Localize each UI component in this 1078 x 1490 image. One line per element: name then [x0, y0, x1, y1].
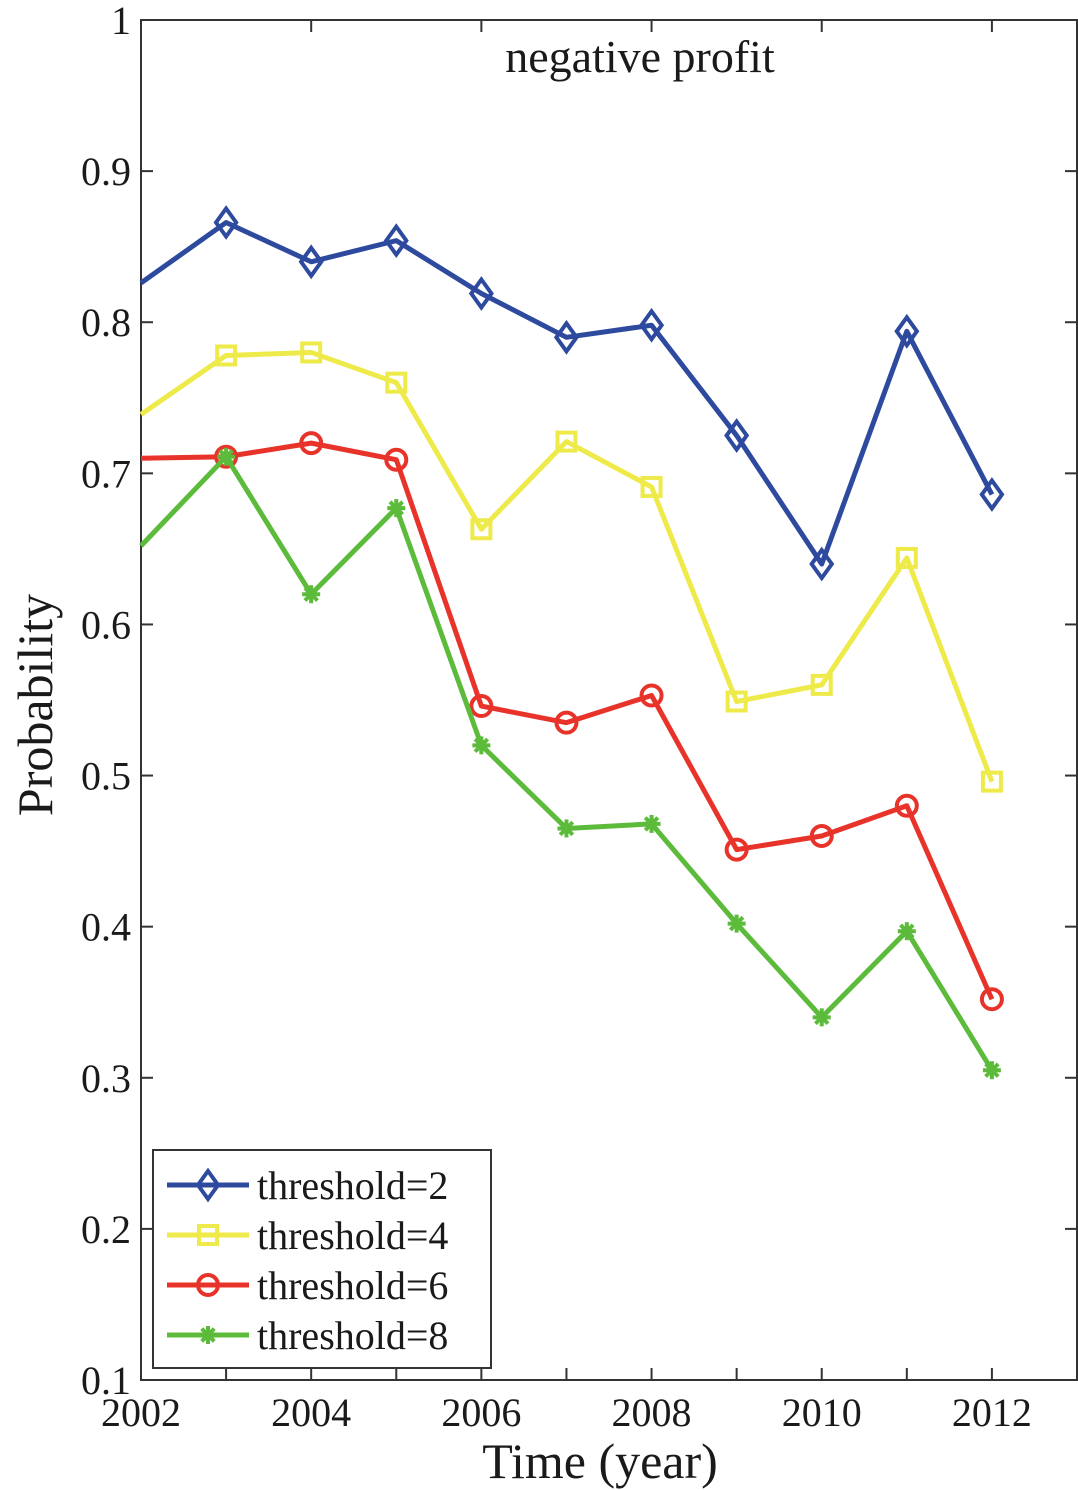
y-axis-title: Probability	[7, 594, 63, 816]
data-point	[299, 431, 324, 456]
x-axis-title: Time (year)	[482, 1433, 718, 1489]
data-point	[385, 371, 408, 394]
data-point	[727, 914, 746, 933]
data-point	[810, 673, 833, 696]
data-point	[725, 690, 748, 713]
legend-label: threshold=8	[257, 1313, 448, 1358]
chart-title: negative profit	[505, 31, 775, 82]
y-axis: 0.1 0.2 0.3 0.4 0.5 0.6 0.7 0.8 0.9 1	[81, 0, 1077, 1403]
legend-label: threshold=4	[257, 1213, 448, 1258]
data-point	[979, 477, 1005, 512]
data-point	[553, 319, 579, 355]
x-tick-label: 2002	[101, 1390, 181, 1435]
y-tick-label: 0.9	[81, 149, 131, 194]
data-point	[214, 444, 239, 469]
data-point	[213, 205, 239, 240]
legend-entry: threshold=8	[167, 1313, 448, 1358]
x-axis: 2002 2004 2006 2008 2010 2012	[101, 20, 1032, 1435]
data-point	[217, 447, 236, 466]
data-point	[724, 837, 749, 862]
data-point	[642, 814, 661, 833]
data-point	[300, 341, 323, 364]
y-tick-label: 1	[111, 0, 131, 43]
data-point	[555, 430, 578, 453]
data-point	[469, 694, 494, 719]
data-point	[897, 922, 916, 941]
y-tick-label: 0.1	[81, 1358, 131, 1403]
data-point	[215, 344, 238, 367]
y-tick-label: 0.6	[81, 602, 131, 647]
data-point	[809, 546, 835, 582]
legend-entry: threshold=2	[167, 1163, 448, 1208]
data-point	[557, 819, 576, 838]
data-point	[980, 770, 1003, 793]
data-point	[894, 793, 919, 818]
y-tick-label: 0.2	[81, 1207, 131, 1252]
legend-entry: threshold=4	[167, 1213, 448, 1258]
data-point	[639, 683, 664, 708]
series-layer	[139, 205, 1005, 1080]
series-4	[139, 447, 1001, 1080]
plot-area	[140, 19, 1078, 1381]
plot-frame	[140, 19, 1078, 1381]
data-point	[302, 585, 321, 604]
data-point	[470, 518, 493, 541]
y-tick-label: 0.8	[81, 300, 131, 345]
data-point	[554, 710, 579, 735]
data-point	[894, 313, 920, 349]
series-3	[140, 431, 1004, 1012]
data-point	[809, 824, 834, 848]
y-tick-label: 0.4	[81, 905, 131, 950]
series-line	[140, 440, 995, 1001]
x-tick-label: 2012	[952, 1390, 1032, 1435]
series-line	[139, 349, 995, 783]
data-point	[979, 987, 1004, 1012]
data-point	[812, 1008, 831, 1027]
legend-marker	[195, 1167, 221, 1203]
data-point	[982, 1061, 1001, 1080]
y-tick-label: 0.7	[81, 451, 131, 496]
data-point	[724, 418, 750, 453]
data-point	[383, 223, 409, 259]
data-point	[298, 244, 324, 280]
series-2	[139, 341, 1003, 793]
legend-label: threshold=2	[257, 1163, 448, 1208]
legend-marker	[196, 1273, 220, 1297]
x-tick-label: 2004	[271, 1390, 351, 1435]
data-point	[640, 475, 663, 498]
data-point	[895, 546, 918, 569]
data-point	[639, 307, 665, 343]
data-point	[472, 736, 491, 755]
x-tick-label: 2008	[612, 1390, 692, 1435]
y-tick-label: 0.5	[81, 754, 131, 799]
legend-label: threshold=6	[257, 1263, 448, 1308]
data-point	[468, 276, 494, 311]
data-point	[384, 447, 409, 472]
y-tick-label: 0.3	[81, 1056, 131, 1101]
legend: threshold=2 threshold=4 threshold=6 thresho…	[152, 1149, 492, 1369]
series-line	[139, 219, 995, 567]
legend-marker	[197, 1224, 219, 1246]
x-tick-label: 2006	[441, 1390, 521, 1435]
legend-marker	[199, 1326, 217, 1344]
legend-entry: threshold=6	[167, 1263, 448, 1308]
x-tick-label: 2010	[782, 1390, 862, 1435]
series-1	[139, 205, 1005, 582]
data-point	[387, 499, 406, 518]
series-line	[139, 454, 995, 1072]
